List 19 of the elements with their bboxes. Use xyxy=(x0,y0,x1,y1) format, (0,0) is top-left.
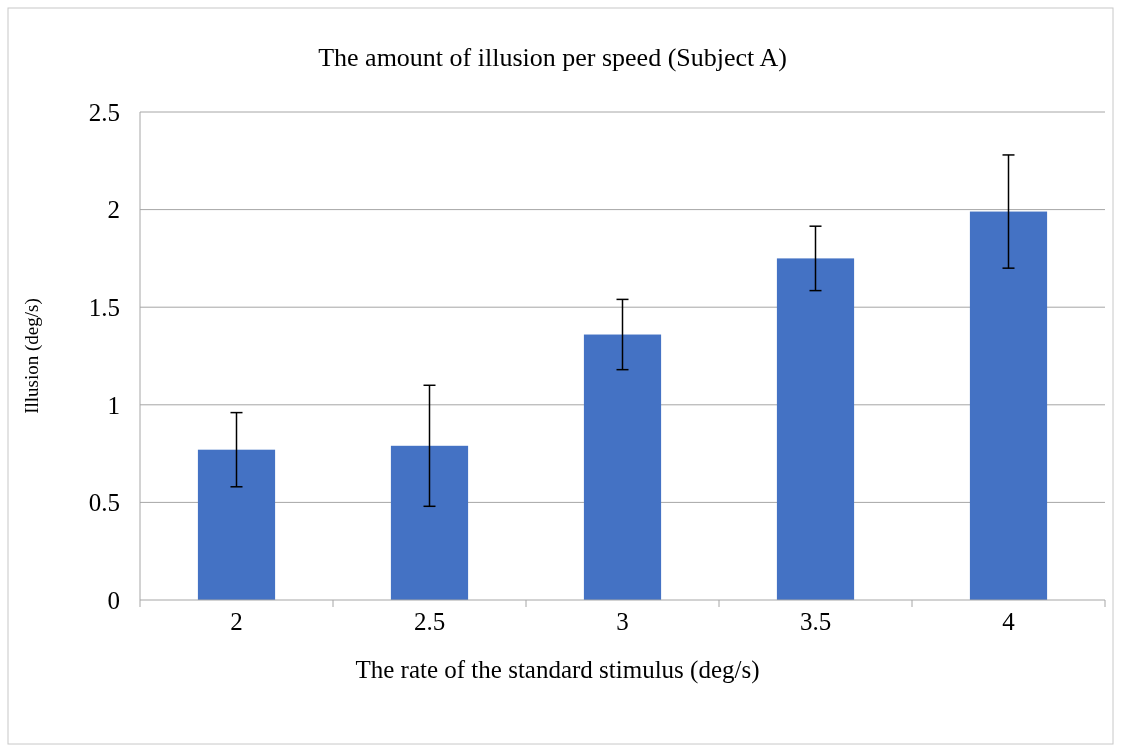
bar xyxy=(969,211,1048,600)
x-tick-label: 3.5 xyxy=(799,608,832,635)
y-tick-label: 2.5 xyxy=(88,98,120,126)
x-axis-title: The rate of the standard stimulus (deg/s) xyxy=(355,656,760,684)
y-tick-label: 1 xyxy=(107,391,120,419)
y-tick-label: 2 xyxy=(107,196,120,224)
x-tick-label: 2 xyxy=(230,608,243,635)
chart-title: The amount of illusion per speed (Subject A) xyxy=(318,43,787,72)
y-axis-title: Illusion (deg/s) xyxy=(21,298,43,414)
y-tick-label: 0.5 xyxy=(88,489,120,517)
bar xyxy=(583,334,662,600)
y-tick-label: 1.5 xyxy=(88,293,120,321)
x-tick-label: 2.5 xyxy=(413,608,446,635)
bar xyxy=(197,449,276,600)
y-tick-label: 0 xyxy=(107,586,120,614)
bar xyxy=(390,445,469,600)
x-tick-label: 4 xyxy=(1002,608,1016,635)
bar xyxy=(776,258,855,600)
x-tick-label: 3 xyxy=(616,608,629,635)
